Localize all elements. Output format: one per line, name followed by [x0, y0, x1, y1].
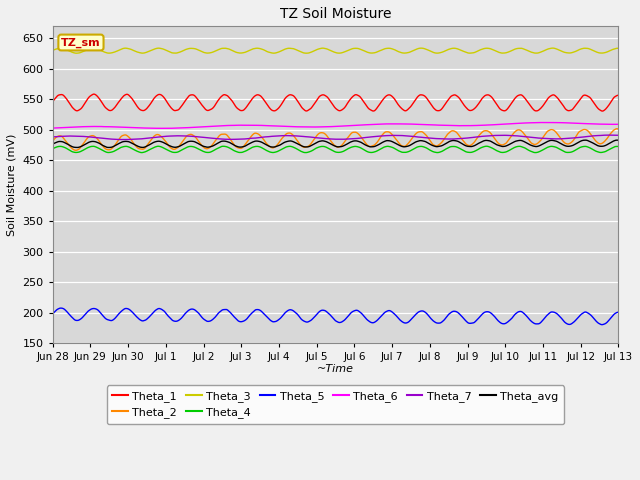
Theta_1: [301, 108, 308, 113]
Theta_3: [301, 50, 308, 56]
Theta_6: [116, 124, 124, 130]
Theta_6: [289, 124, 297, 130]
Theta_avg: [49, 141, 56, 147]
Theta_5: [614, 309, 622, 315]
Theta_7: [120, 137, 127, 143]
Theta_2: [613, 126, 621, 132]
Theta_3: [116, 47, 124, 53]
Theta_1: [49, 99, 56, 105]
Theta_avg: [93, 139, 100, 145]
Theta_2: [371, 142, 379, 147]
Theta_6: [49, 125, 56, 131]
Theta_6: [545, 120, 553, 125]
Theta_5: [57, 305, 65, 311]
Line: Theta_7: Theta_7: [52, 135, 618, 140]
Theta_7: [93, 135, 100, 141]
Theta_avg: [74, 144, 81, 150]
Theta_1: [93, 93, 100, 98]
Theta_avg: [289, 139, 297, 144]
Theta_5: [93, 306, 100, 312]
Theta_1: [598, 108, 606, 114]
Theta_1: [371, 108, 379, 113]
Theta_3: [549, 45, 557, 51]
Theta_5: [311, 313, 319, 319]
Theta_avg: [613, 137, 621, 143]
Theta_4: [116, 145, 124, 151]
Theta_2: [116, 135, 124, 141]
Theta_6: [311, 124, 319, 130]
Theta_1: [311, 100, 319, 106]
Theta_1: [614, 92, 622, 98]
Theta_3: [614, 46, 622, 51]
Theta_3: [72, 50, 80, 56]
Theta_7: [604, 132, 611, 138]
Theta_6: [93, 124, 100, 130]
Theta_7: [371, 133, 379, 139]
Line: Theta_2: Theta_2: [52, 129, 618, 150]
Theta_4: [301, 150, 308, 156]
Theta_2: [614, 126, 622, 132]
Theta_4: [138, 150, 145, 156]
Theta_avg: [301, 144, 308, 150]
Y-axis label: Soil Moisture (mV): Soil Moisture (mV): [7, 133, 17, 236]
Theta_4: [614, 144, 622, 149]
Theta_7: [614, 132, 622, 138]
Theta_2: [289, 132, 297, 138]
Theta_5: [301, 319, 308, 324]
Text: TZ_sm: TZ_sm: [61, 37, 100, 48]
Theta_3: [311, 48, 319, 53]
Line: Theta_3: Theta_3: [52, 48, 618, 53]
Theta_6: [161, 125, 168, 131]
Theta_3: [371, 50, 379, 56]
Theta_7: [289, 133, 297, 139]
Theta_4: [371, 149, 379, 155]
Theta_7: [311, 135, 319, 141]
Theta_7: [116, 137, 124, 143]
Theta_1: [289, 93, 297, 98]
Title: TZ Soil Moisture: TZ Soil Moisture: [280, 7, 391, 21]
Theta_2: [301, 144, 308, 150]
Line: Theta_5: Theta_5: [52, 308, 618, 324]
Line: Theta_4: Theta_4: [52, 146, 618, 153]
Theta_avg: [116, 140, 124, 146]
Theta_7: [301, 134, 308, 140]
Theta_1: [90, 91, 98, 97]
Theta_avg: [311, 141, 319, 146]
Theta_2: [49, 138, 56, 144]
Line: Theta_6: Theta_6: [52, 122, 618, 128]
Legend: Theta_1, Theta_2, Theta_3, Theta_4, Theta_5, Theta_6, Theta_7, Theta_avg: Theta_1, Theta_2, Theta_3, Theta_4, Thet…: [107, 385, 564, 424]
Theta_6: [301, 124, 308, 130]
Theta_4: [289, 144, 297, 150]
Theta_2: [311, 135, 319, 141]
Theta_4: [49, 146, 56, 152]
Theta_1: [116, 97, 124, 103]
Theta_3: [49, 48, 56, 53]
Theta_5: [289, 308, 297, 313]
Theta_avg: [371, 144, 379, 149]
Theta_4: [93, 144, 100, 150]
Theta_3: [93, 46, 100, 51]
Theta_4: [311, 146, 319, 152]
Theta_5: [371, 319, 379, 325]
Theta_3: [289, 46, 297, 51]
Theta_5: [598, 322, 605, 327]
Theta_2: [72, 147, 79, 153]
Theta_7: [49, 134, 56, 140]
Theta_2: [93, 135, 100, 141]
Theta_avg: [614, 137, 622, 143]
Theta_6: [614, 121, 622, 127]
Theta_5: [116, 310, 124, 316]
Theta_4: [483, 144, 490, 149]
Theta_5: [49, 311, 56, 317]
Line: Theta_1: Theta_1: [52, 94, 618, 111]
Line: Theta_avg: Theta_avg: [52, 140, 618, 147]
Theta_6: [371, 121, 379, 127]
X-axis label: ~Time: ~Time: [317, 364, 354, 374]
